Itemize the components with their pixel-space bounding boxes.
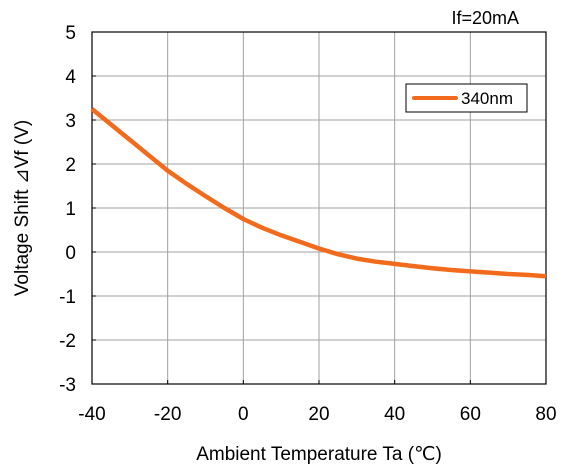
x-tick-label: 80: [535, 404, 556, 425]
y-tick-label: -2: [59, 331, 76, 352]
legend: 340nm: [405, 83, 528, 113]
y-tick-label: 0: [65, 243, 76, 264]
y-tick-label: -1: [59, 287, 76, 308]
series-layer: [90, 107, 547, 279]
y-tick-label: 3: [65, 111, 76, 132]
y-tick-label: 1: [65, 199, 76, 220]
x-tick-label: 0: [238, 404, 249, 425]
grid-lines: [92, 32, 546, 384]
x-tick-label: 40: [384, 404, 405, 425]
axis-ticks: -40 -20 0 20 40 60 80 -3 -2 -1 0 1 2 3 4 5: [59, 23, 556, 425]
x-tick-label: -20: [154, 404, 181, 425]
x-tick-label: 60: [460, 404, 481, 425]
y-tick-label: -3: [59, 375, 76, 396]
y-tick-label: 5: [65, 23, 76, 44]
x-tick-label: 20: [308, 404, 329, 425]
x-axis-label: Ambient Temperature Ta (℃): [196, 444, 442, 465]
x-tick-label: -40: [78, 404, 105, 425]
y-tick-label: 4: [65, 67, 76, 88]
condition-annotation: If=20mA: [451, 8, 519, 28]
y-tick-label: 2: [65, 155, 76, 176]
legend-label-340nm: 340nm: [461, 89, 513, 108]
series-line-340nm: [90, 107, 547, 279]
y-axis-label: Voltage Shift ⊿Vf (V): [12, 120, 33, 296]
